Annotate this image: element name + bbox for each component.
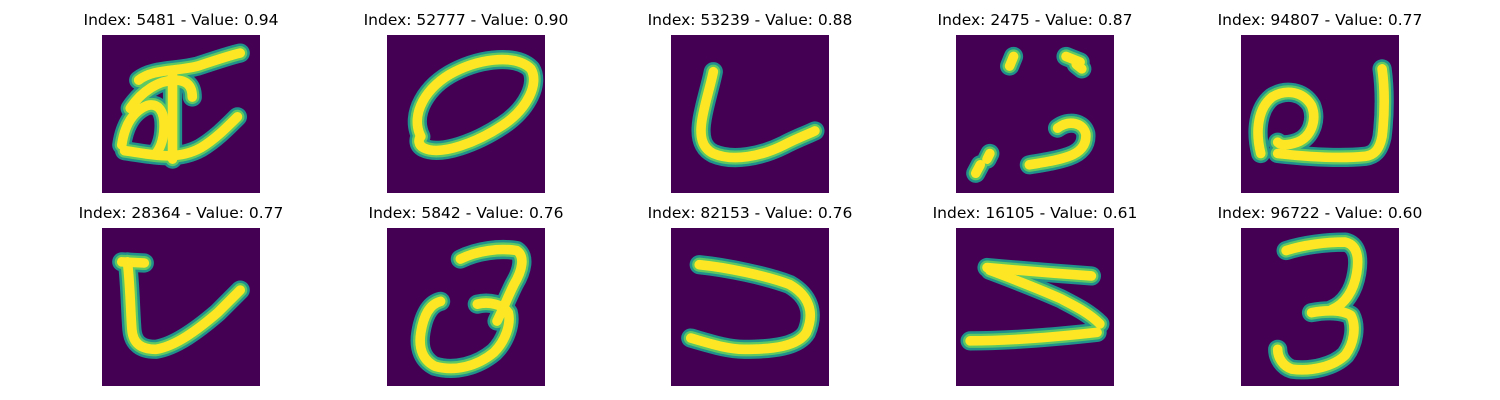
digit-image (956, 35, 1114, 193)
stroke-core (412, 54, 539, 156)
digit-image (387, 228, 545, 386)
panel-title: Index: 82153 - Value: 0.76 (647, 204, 853, 222)
glyph-strokes (112, 252, 250, 359)
glyph-strokes (410, 239, 532, 378)
stroke-core (985, 265, 1105, 329)
panel-title: Index: 53239 - Value: 0.88 (647, 11, 853, 29)
digit-image (671, 228, 829, 386)
stroke-core (119, 112, 243, 161)
digit-image (102, 35, 260, 193)
digit-image (387, 35, 545, 193)
stroke-core (415, 296, 514, 374)
stroke-core (1071, 59, 1087, 74)
digit-image (1241, 228, 1399, 386)
stroke-core (1272, 64, 1389, 163)
digit-image (956, 228, 1114, 386)
digit-image (671, 35, 829, 193)
panel-title: Index: 2475 - Value: 0.87 (937, 11, 1133, 29)
panel-title: Index: 52777 - Value: 0.90 (363, 11, 569, 29)
glyph-strokes (1248, 59, 1394, 168)
panel-title: Index: 28364 - Value: 0.77 (78, 204, 284, 222)
stroke-core (116, 100, 169, 159)
stroke-core (122, 257, 246, 355)
stroke-core (982, 148, 995, 164)
glyph-strokes (681, 255, 820, 359)
glyph-strokes (1268, 232, 1368, 380)
digit-image (102, 228, 260, 386)
stroke-core (970, 159, 986, 179)
stroke-core (1272, 306, 1359, 375)
stroke-core (1004, 51, 1019, 71)
stroke-core (1253, 87, 1319, 159)
panel-title: Index: 5842 - Value: 0.76 (368, 204, 564, 222)
panel-title: Index: 94807 - Value: 0.77 (1217, 11, 1423, 29)
stroke-core (1281, 237, 1363, 315)
panel-title: Index: 5481 - Value: 0.94 (83, 11, 279, 29)
glyph-strokes (966, 46, 1096, 183)
digit-image (1241, 35, 1399, 193)
glyph-strokes (407, 50, 544, 160)
panel-title: Index: 16105 - Value: 0.61 (932, 204, 1138, 222)
stroke-core (133, 48, 246, 85)
stroke-core (1024, 118, 1091, 170)
stroke-core (455, 244, 527, 326)
glyph-strokes (112, 43, 250, 169)
panel-title: Index: 96722 - Value: 0.60 (1217, 204, 1423, 222)
stroke-core (685, 259, 815, 355)
stroke-core (696, 66, 820, 163)
glyph-strokes (960, 257, 1110, 351)
stroke-core (965, 327, 1102, 346)
glyph-strokes (691, 62, 825, 168)
